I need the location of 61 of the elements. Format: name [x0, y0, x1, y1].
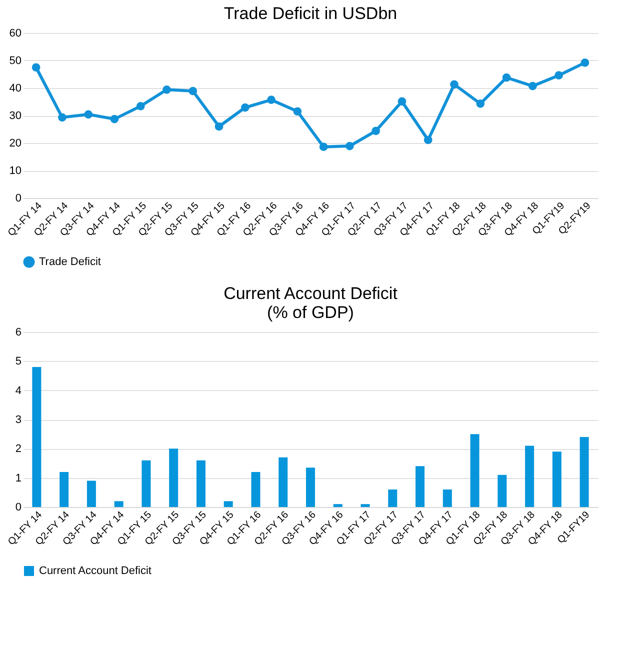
- point: [214, 122, 224, 131]
- point: [528, 82, 537, 90]
- y-tick-label: 40: [9, 82, 22, 94]
- bar: [60, 472, 69, 507]
- y-tick-label: 0: [15, 502, 22, 514]
- y-tick-label: 3: [15, 414, 22, 426]
- legend-label: Current Account Deficit: [39, 565, 152, 577]
- point: [267, 96, 276, 104]
- bar: [169, 448, 178, 507]
- chart-title: Trade Deficit in USDbn: [224, 4, 398, 23]
- y-tick-label: 50: [9, 55, 22, 67]
- legend-label: Trade Deficit: [39, 256, 101, 268]
- bar: [86, 480, 96, 507]
- bar: [470, 434, 480, 507]
- y-tick-label: 6: [15, 326, 22, 338]
- point: [450, 80, 458, 89]
- bar: [416, 466, 425, 507]
- bar: [114, 501, 124, 507]
- point: [346, 142, 354, 150]
- point: [476, 100, 485, 108]
- y-tick-label: 2: [15, 443, 22, 456]
- bar: [196, 460, 206, 507]
- bar: [251, 472, 260, 507]
- bar: [224, 501, 233, 507]
- y-tick-label: 60: [9, 28, 22, 40]
- y-tick-label: 4: [15, 384, 22, 397]
- bar: [278, 457, 288, 507]
- y-tick-label: 1: [15, 472, 22, 484]
- point: [84, 110, 93, 119]
- bar: [333, 504, 342, 507]
- y-tick-label: 20: [9, 138, 22, 150]
- bar: [580, 437, 589, 507]
- point: [240, 103, 250, 112]
- point: [162, 85, 171, 94]
- bar: [142, 460, 151, 507]
- point: [136, 102, 145, 110]
- chart-title: Current Account Deficit (% of GDP): [224, 284, 398, 322]
- point: [554, 71, 563, 80]
- bar: [498, 474, 507, 507]
- point: [424, 136, 432, 144]
- point: [58, 113, 66, 122]
- point: [110, 114, 119, 124]
- point: [398, 97, 406, 106]
- bar: [32, 367, 42, 507]
- y-tick-label: 10: [9, 165, 22, 177]
- point: [502, 73, 511, 82]
- bar: [525, 446, 534, 507]
- point: [319, 142, 328, 152]
- y-tick-label: 0: [15, 192, 22, 204]
- point: [580, 58, 590, 67]
- bar: [552, 452, 562, 507]
- point: [188, 86, 198, 96]
- y-tick-label: 5: [15, 356, 22, 368]
- bar: [388, 490, 398, 507]
- y-tick-label: 30: [9, 110, 22, 122]
- bar: [306, 468, 315, 507]
- bar: [442, 490, 452, 507]
- point: [293, 107, 302, 116]
- point: [372, 126, 380, 136]
- point: [32, 63, 40, 72]
- bar: [360, 504, 370, 507]
